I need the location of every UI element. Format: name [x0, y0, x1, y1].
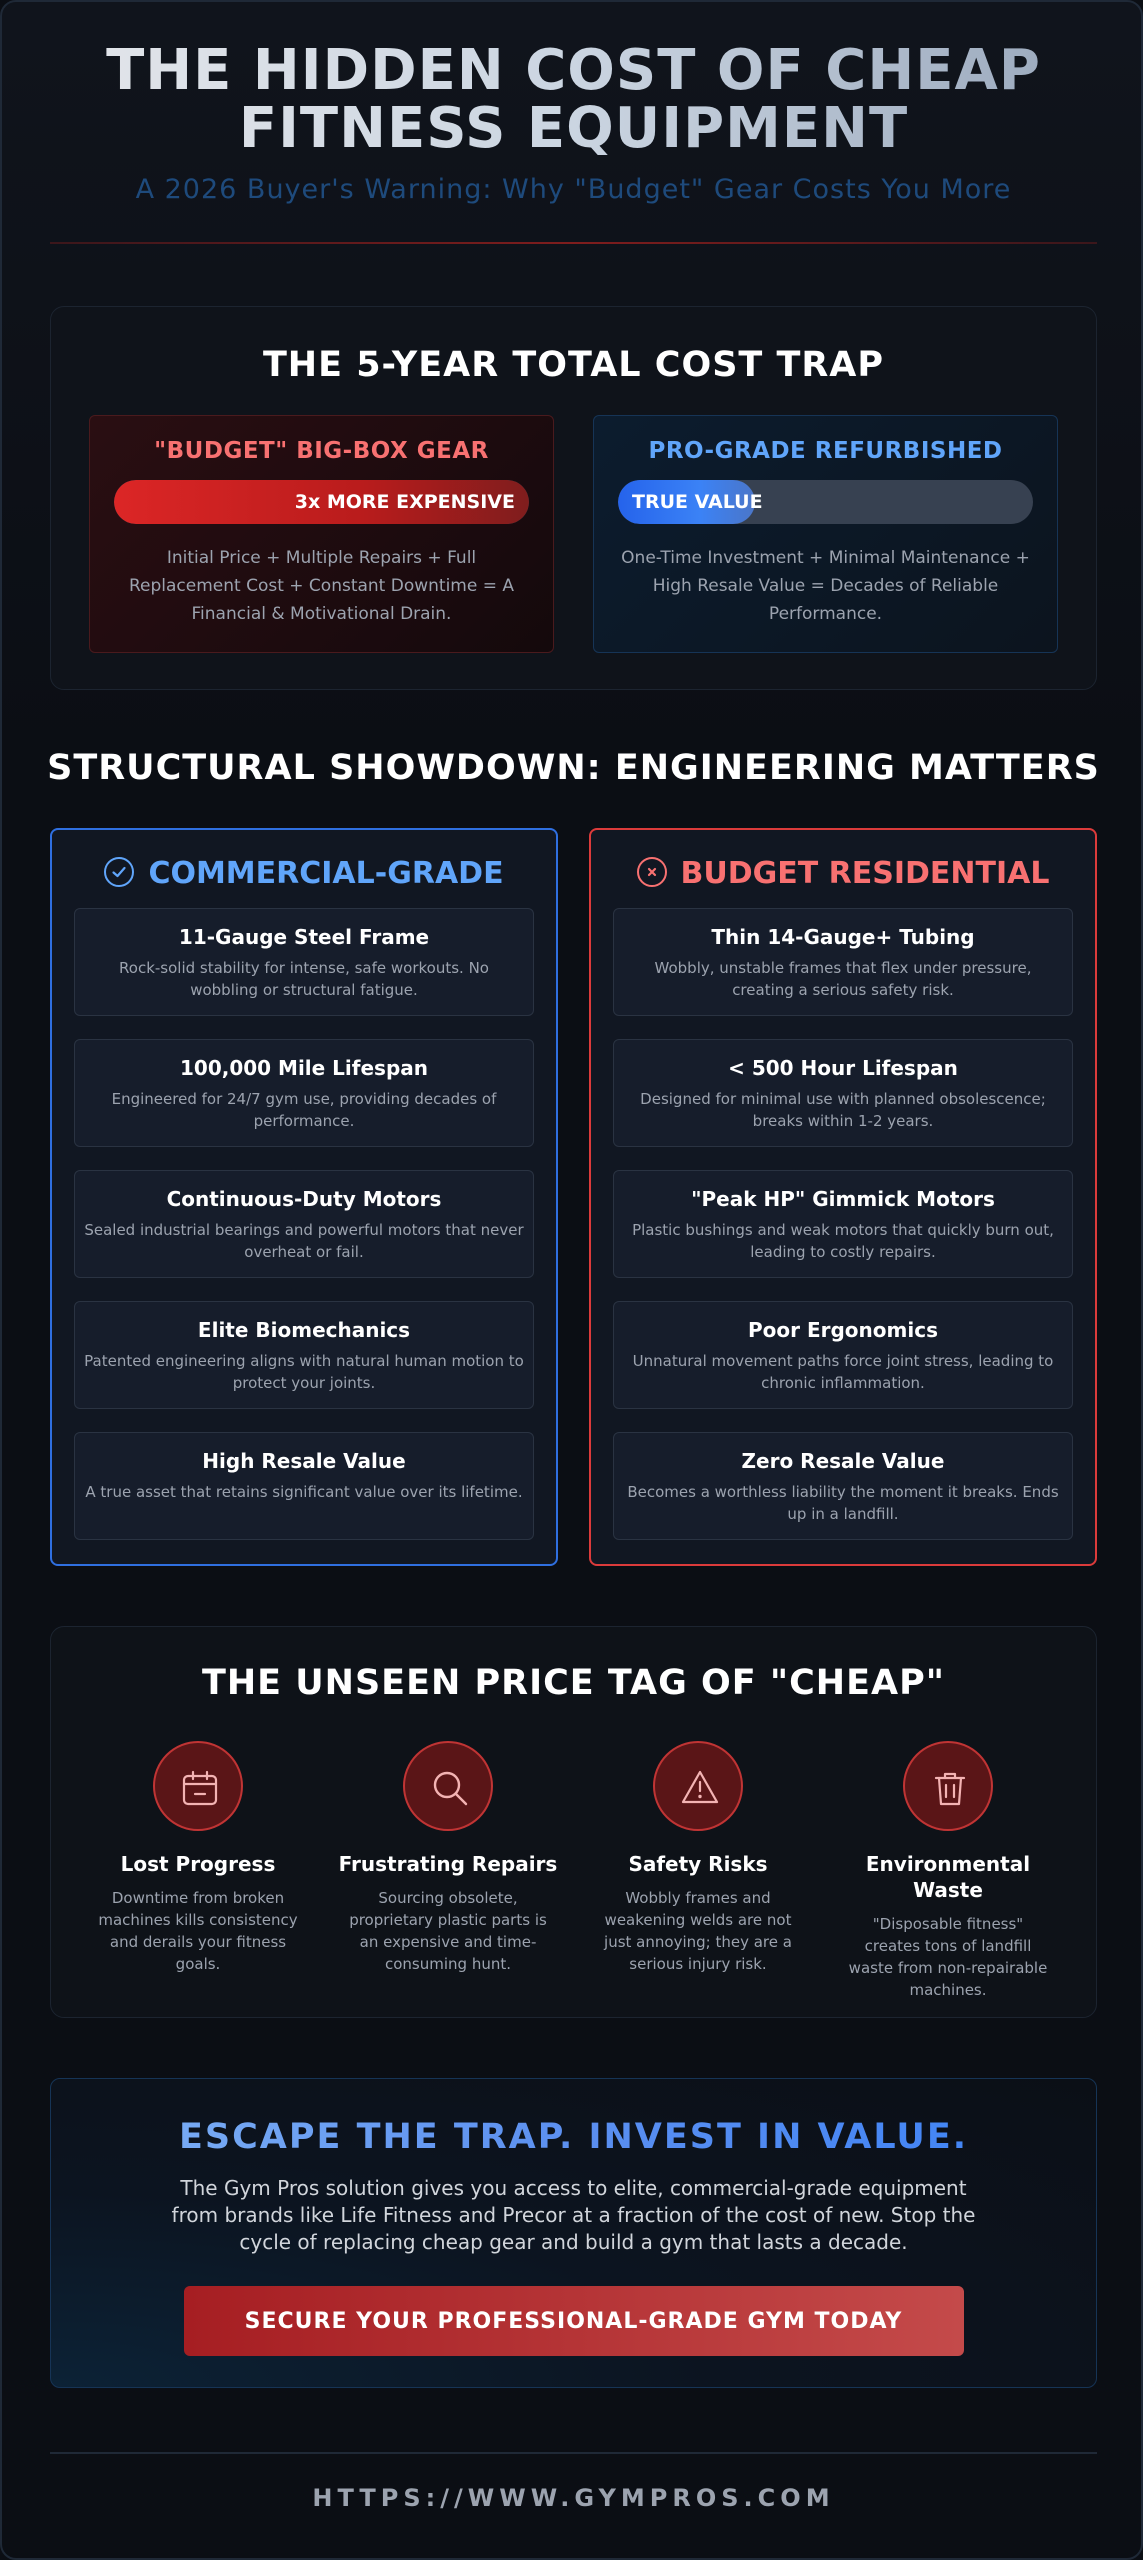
pro-value-bar-fill: [618, 480, 755, 524]
feature-description: Patented engineering aligns with natural…: [84, 1352, 524, 1392]
risk-item-lost-progress: Lost Progress Downtime from broken machi…: [88, 1741, 308, 1975]
search-icon: [403, 1741, 493, 1831]
feature-description: Sealed industrial bearings and powerful …: [84, 1221, 524, 1261]
budget-feature-card: "Peak HP" Gimmick Motors Plastic bushing…: [613, 1170, 1073, 1278]
header-divider: [50, 242, 1097, 244]
feature-description: Wobbly, unstable frames that flex under …: [654, 959, 1032, 999]
commercial-grade-title: COMMERCIAL-GRADE: [148, 856, 504, 891]
feature-description: A true asset that retains significant va…: [85, 1483, 523, 1501]
feature-title: "Peak HP" Gimmick Motors: [691, 1187, 995, 1211]
pro-value-bar-label: TRUE VALUE: [632, 491, 763, 513]
risk-title: Safety Risks: [628, 1852, 768, 1876]
risk-title: Lost Progress: [120, 1852, 276, 1876]
budget-gear-text: Initial Price + Multiple Repairs + Full …: [128, 548, 515, 624]
showdown-title: STRUCTURAL SHOWDOWN: ENGINEERING MATTERS: [47, 748, 1100, 788]
feature-description: Rock-solid stability for intense, safe w…: [119, 959, 489, 999]
header: THE HIDDEN COST OF CHEAP FITNESS EQUIPME…: [2, 42, 1143, 205]
page-title-line-2: FITNESS EQUIPMENT: [238, 96, 909, 161]
feature-description: Becomes a worthless liability the moment…: [627, 1483, 1059, 1523]
risk-description: Sourcing obsolete, proprietary plastic p…: [349, 1889, 547, 1973]
risk-description: Wobbly frames and weakening welds are no…: [604, 1889, 792, 1973]
budget-cost-bar: 3x MORE EXPENSIVE: [114, 480, 529, 524]
commercial-feature-card: Elite Biomechanics Patented engineering …: [74, 1301, 534, 1409]
feature-title: Poor Ergonomics: [748, 1318, 938, 1342]
budget-gear-title: "BUDGET" BIG-BOX GEAR: [154, 438, 489, 464]
commercial-grade-column: COMMERCIAL-GRADE 11-Gauge Steel Frame Ro…: [50, 828, 558, 1566]
website-link[interactable]: HTTPS://WWW.GYMPROS.COM: [312, 2484, 835, 2512]
footer-divider: [50, 2452, 1097, 2454]
trash-icon: [903, 1741, 993, 1831]
feature-title: 11-Gauge Steel Frame: [178, 925, 430, 949]
cta-text: The Gym Pros solution gives you access t…: [171, 2176, 976, 2254]
budget-residential-header: BUDGET RESIDENTIAL: [591, 854, 1095, 894]
feature-title: Continuous-Duty Motors: [166, 1187, 442, 1211]
page-title: THE HIDDEN COST OF CHEAP FITNESS EQUIPME…: [2, 42, 1143, 158]
unseen-cost-title: THE UNSEEN PRICE TAG OF "CHEAP": [202, 1663, 945, 1703]
feature-title: < 500 Hour Lifespan: [728, 1056, 958, 1080]
budget-feature-card: Poor Ergonomics Unnatural movement paths…: [613, 1301, 1073, 1409]
cost-trap-title: THE 5-YEAR TOTAL COST TRAP: [262, 345, 885, 385]
cta-title: ESCAPE THE TRAP. INVEST IN VALUE.: [51, 2117, 1096, 2157]
risk-item-environmental-waste: Environmental Waste "Disposable fitness"…: [838, 1741, 1058, 2001]
feature-title: High Resale Value: [202, 1449, 406, 1473]
commercial-feature-card: Continuous-Duty Motors Sealed industrial…: [74, 1170, 534, 1278]
warning-icon: [653, 1741, 743, 1831]
budget-feature-card: Zero Resale Value Becomes a worthless li…: [613, 1432, 1073, 1540]
feature-title: 100,000 Mile Lifespan: [179, 1056, 429, 1080]
risk-description: "Disposable fitness" creates tons of lan…: [848, 1915, 1048, 1999]
feature-title: Thin 14-Gauge+ Tubing: [711, 925, 975, 949]
budget-feature-card: < 500 Hour Lifespan Designed for minimal…: [613, 1039, 1073, 1147]
risk-item-frustrating-repairs: Frustrating Repairs Sourcing obsolete, p…: [338, 1741, 558, 1975]
feature-description: Engineered for 24/7 gym use, providing d…: [111, 1090, 497, 1130]
feature-title: Zero Resale Value: [741, 1449, 945, 1473]
risk-title: Environmental Waste: [865, 1852, 1031, 1902]
budget-gear-card: "BUDGET" BIG-BOX GEAR 3x MORE EXPENSIVE …: [89, 415, 554, 653]
commercial-feature-card: High Resale Value A true asset that reta…: [74, 1432, 534, 1540]
pro-grade-card: PRO-GRADE REFURBISHED TRUE VALUE One-Tim…: [593, 415, 1058, 653]
budget-cost-bar-label: 3x MORE EXPENSIVE: [294, 491, 515, 513]
calendar-icon: [153, 1741, 243, 1831]
budget-residential-title: BUDGET RESIDENTIAL: [680, 856, 1050, 891]
risk-item-safety-risks: Safety Risks Wobbly frames and weakening…: [588, 1741, 808, 1975]
cost-trap-section: THE 5-YEAR TOTAL COST TRAP "BUDGET" BIG-…: [50, 306, 1097, 690]
commercial-grade-header: COMMERCIAL-GRADE: [52, 854, 556, 894]
commercial-feature-card: 100,000 Mile Lifespan Engineered for 24/…: [74, 1039, 534, 1147]
pro-grade-text: One-Time Investment + Minimal Maintenanc…: [621, 548, 1030, 624]
budget-cost-bar-fill: [114, 480, 529, 524]
commercial-feature-card: 11-Gauge Steel Frame Rock-solid stabilit…: [74, 908, 534, 1016]
feature-description: Designed for minimal use with planned ob…: [640, 1090, 1046, 1130]
x-circle-icon: [636, 857, 667, 887]
call-to-action-section: ESCAPE THE TRAP. INVEST IN VALUE. The Gy…: [50, 2078, 1097, 2388]
budget-feature-card: Thin 14-Gauge+ Tubing Wobbly, unstable f…: [613, 908, 1073, 1016]
check-circle-icon: [104, 857, 135, 887]
secure-gym-button[interactable]: SECURE YOUR PROFESSIONAL-GRADE GYM TODAY: [183, 2286, 964, 2356]
pro-value-bar: TRUE VALUE: [618, 480, 1033, 524]
feature-description: Plastic bushings and weak motors that qu…: [632, 1221, 1054, 1261]
feature-description: Unnatural movement paths force joint str…: [632, 1352, 1054, 1392]
feature-title: Elite Biomechanics: [197, 1318, 411, 1342]
page-title-line-1: THE HIDDEN COST OF CHEAP: [106, 38, 1041, 103]
risk-description: Downtime from broken machines kills cons…: [98, 1889, 298, 1973]
pro-grade-title: PRO-GRADE REFURBISHED: [648, 438, 1003, 464]
risk-title: Frustrating Repairs: [338, 1852, 558, 1876]
unseen-cost-section: THE UNSEEN PRICE TAG OF "CHEAP" Lost Pro…: [50, 1626, 1097, 2018]
budget-residential-column: BUDGET RESIDENTIAL Thin 14-Gauge+ Tubing…: [589, 828, 1097, 1566]
page-subtitle: A 2026 Buyer's Warning: Why "Budget" Gea…: [135, 174, 1012, 205]
